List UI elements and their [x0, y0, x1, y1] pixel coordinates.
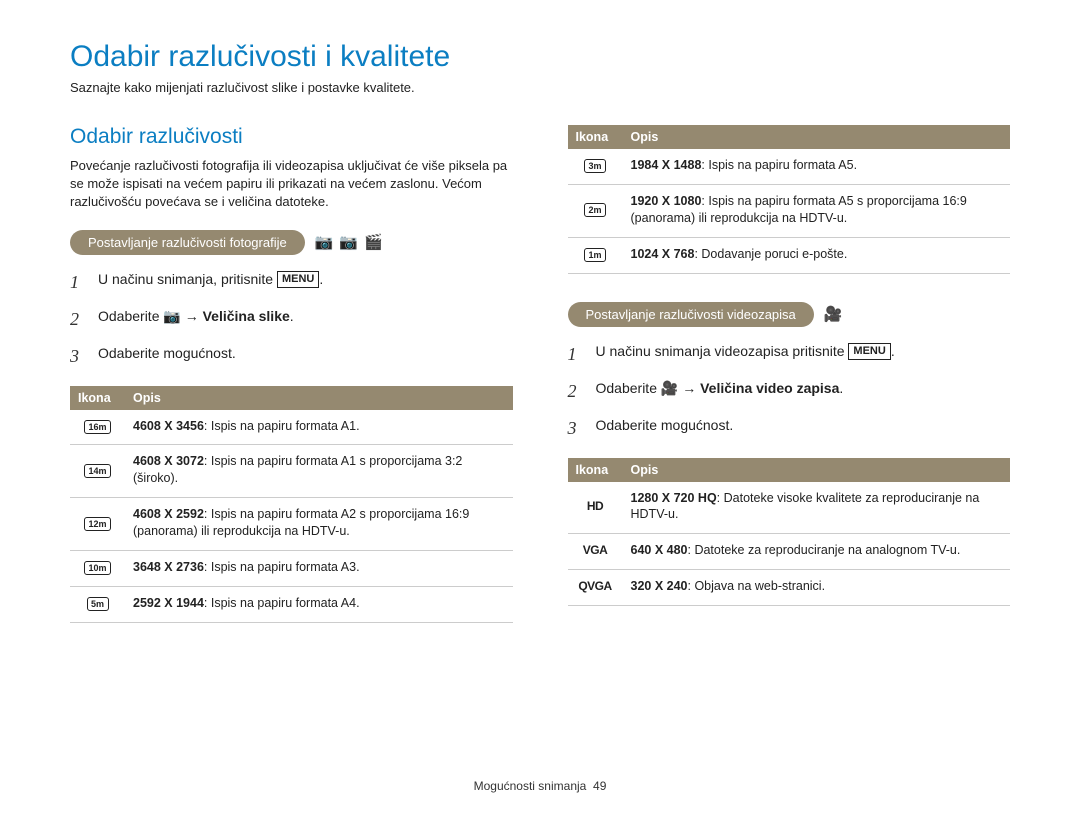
columns: Odabir razlučivosti Povećanje razlučivos… — [70, 125, 1010, 623]
resolution-icon: 10m — [84, 561, 110, 575]
step-text: U načinu snimanja, pritisnite MENU. — [98, 269, 513, 290]
table-row: 3m 1984 X 1488: Ispis na papiru formata A… — [568, 149, 1011, 184]
resolution-icon: 16m — [84, 420, 110, 434]
res-desc-cell: 4608 X 3072: Ispis na papiru formata A1 … — [125, 445, 513, 498]
video-res-table: Ikona Opis HD 1280 X 720 HQ: Datoteke vis… — [568, 458, 1011, 607]
page: Odabir razlučivosti i kvalitete Saznajte… — [0, 0, 1080, 623]
resolution-icon: 3m — [584, 159, 606, 173]
res-icon-cell: 16m — [70, 410, 125, 445]
res-icon-cell: 10m — [70, 550, 125, 586]
step-text: U načinu snimanja videozapisa pritisnite… — [596, 341, 1011, 362]
photo-step-3: 3 Odaberite mogućnost. — [70, 343, 513, 370]
resolution-icon: 14m — [84, 464, 110, 478]
page-title: Odabir razlučivosti i kvalitete — [70, 40, 1010, 74]
res-icon-cell: 1m — [568, 237, 623, 273]
res-desc-cell: 3648 X 2736: Ispis na papiru formata A3. — [125, 550, 513, 586]
resolution-icon: 12m — [84, 517, 110, 531]
res-desc-cell: 1984 X 1488: Ispis na papiru formata A5. — [623, 149, 1011, 184]
res-icon-cell: VGA — [568, 534, 623, 570]
res-icon-cell: 14m — [70, 445, 125, 498]
step-text: Odaberite 📷 → Veličina slike. — [98, 306, 513, 328]
col-opis: Opis — [125, 386, 513, 410]
page-subtitle: Saznajte kako mijenjati razlučivost slik… — [70, 80, 1010, 95]
step-number: 3 — [70, 343, 88, 370]
step-text: Odaberite mogućnost. — [98, 343, 513, 364]
table-row: HD 1280 X 720 HQ: Datoteke visoke kvalite… — [568, 482, 1011, 534]
table-row: 10m 3648 X 2736: Ispis na papiru formata … — [70, 550, 513, 586]
step-text: Odaberite mogućnost. — [596, 415, 1011, 436]
menu-button: MENU — [277, 271, 319, 288]
menu-button: MENU — [848, 343, 890, 360]
res-icon-cell: 2m — [568, 184, 623, 237]
section-heading: Odabir razlučivosti — [70, 125, 513, 149]
res-icon-cell: 3m — [568, 149, 623, 184]
camera-icon: 📷 — [163, 306, 180, 327]
photo-step-2: 2 Odaberite 📷 → Veličina slike. — [70, 306, 513, 333]
res-icon-cell: 5m — [70, 586, 125, 622]
photo-res-table-cont: Ikona Opis 3m 1984 X 1488: Ispis na papir… — [568, 125, 1011, 274]
smart-icon: 📷 — [315, 233, 334, 251]
table-row: 2m 1920 X 1080: Ispis na papiru formata A… — [568, 184, 1011, 237]
camera-icon: 📷 — [339, 233, 358, 251]
step-text: Odaberite 🎥 → Veličina video zapisa. — [596, 378, 1011, 400]
table-row: VGA 640 X 480: Datoteke za reproduciranje… — [568, 534, 1011, 570]
video-resolution-icon: VGA — [583, 543, 608, 557]
video-steps: 1 U načinu snimanja videozapisa pritisni… — [568, 341, 1011, 442]
photo-mode-icons: 📷 📷 🎬 — [315, 233, 383, 251]
video-resolution-icon: QVGA — [578, 579, 611, 593]
page-footer: Mogućnosti snimanja 49 — [0, 779, 1080, 793]
photo-steps: 1 U načinu snimanja, pritisnite MENU. 2 … — [70, 269, 513, 370]
video-step-2: 2 Odaberite 🎥 → Veličina video zapisa. — [568, 378, 1011, 405]
table-row: 5m 2592 X 1944: Ispis na papiru formata A… — [70, 586, 513, 622]
step-number: 2 — [568, 378, 586, 405]
step-number: 2 — [70, 306, 88, 333]
photo-res-table: Ikona Opis 16m 4608 X 3456: Ispis na papi… — [70, 386, 513, 623]
video-pill: Postavljanje razlučivosti videozapisa — [568, 302, 814, 327]
res-desc-cell: 1920 X 1080: Ispis na papiru formata A5 … — [623, 184, 1011, 237]
col-opis: Opis — [623, 458, 1011, 482]
col-ikona: Ikona — [568, 125, 623, 149]
table-row: 16m 4608 X 3456: Ispis na papiru formata … — [70, 410, 513, 445]
res-desc-cell: 320 X 240: Objava na web-stranici. — [623, 570, 1011, 606]
video-icon: 🎥 — [661, 378, 678, 399]
right-column: Ikona Opis 3m 1984 X 1488: Ispis na papir… — [568, 125, 1011, 623]
photo-step-1: 1 U načinu snimanja, pritisnite MENU. — [70, 269, 513, 296]
col-ikona: Ikona — [70, 386, 125, 410]
res-desc-cell: 4608 X 2592: Ispis na papiru formata A2 … — [125, 498, 513, 551]
step-number: 3 — [568, 415, 586, 442]
table-row: 1m 1024 X 768: Dodavanje poruci e-pošte. — [568, 237, 1011, 273]
video-step-3: 3 Odaberite mogućnost. — [568, 415, 1011, 442]
res-icon-cell: QVGA — [568, 570, 623, 606]
res-desc-cell: 1280 X 720 HQ: Datoteke visoke kvalitete… — [623, 482, 1011, 534]
video-mode-icons: 🎥 — [824, 305, 843, 323]
col-opis: Opis — [623, 125, 1011, 149]
photo-pill-row: Postavljanje razlučivosti fotografije 📷 … — [70, 230, 513, 255]
table-row: 12m 4608 X 2592: Ispis na papiru formata … — [70, 498, 513, 551]
res-desc-cell: 1024 X 768: Dodavanje poruci e-pošte. — [623, 237, 1011, 273]
res-desc-cell: 640 X 480: Datoteke za reproduciranje na… — [623, 534, 1011, 570]
step-number: 1 — [568, 341, 586, 368]
video-resolution-icon: HD — [587, 499, 603, 513]
resolution-icon: 2m — [584, 203, 606, 217]
table-row: QVGA 320 X 240: Objava na web-stranici. — [568, 570, 1011, 606]
section-para: Povećanje razlučivosti fotografija ili v… — [70, 157, 513, 212]
col-ikona: Ikona — [568, 458, 623, 482]
left-column: Odabir razlučivosti Povećanje razlučivos… — [70, 125, 513, 623]
video-step-1: 1 U načinu snimanja videozapisa pritisni… — [568, 341, 1011, 368]
res-desc-cell: 4608 X 3456: Ispis na papiru formata A1. — [125, 410, 513, 445]
photo-pill: Postavljanje razlučivosti fotografije — [70, 230, 305, 255]
table-row: 14m 4608 X 3072: Ispis na papiru formata … — [70, 445, 513, 498]
res-icon-cell: 12m — [70, 498, 125, 551]
res-desc-cell: 2592 X 1944: Ispis na papiru formata A4. — [125, 586, 513, 622]
step-number: 1 — [70, 269, 88, 296]
scene-icon: 🎬 — [364, 233, 383, 251]
video-icon: 🎥 — [824, 305, 843, 323]
res-icon-cell: HD — [568, 482, 623, 534]
resolution-icon: 5m — [87, 597, 109, 611]
video-pill-row: Postavljanje razlučivosti videozapisa 🎥 — [568, 302, 1011, 327]
resolution-icon: 1m — [584, 248, 606, 262]
